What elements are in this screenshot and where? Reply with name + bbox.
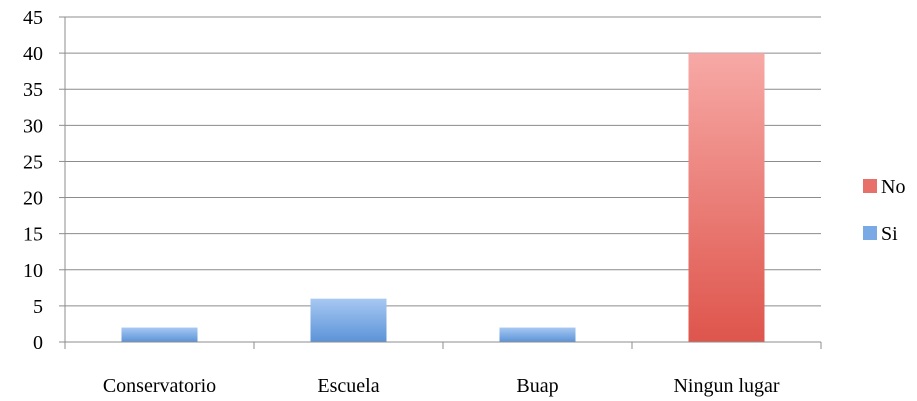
x-axis-tick-labels: Conservatorio Escuela Buap Ningun lugar bbox=[103, 375, 780, 397]
x-tick-label: Conservatorio bbox=[103, 375, 216, 397]
legend-label: Si bbox=[881, 223, 898, 245]
legend-swatch bbox=[863, 179, 877, 193]
gridlines bbox=[65, 16, 821, 307]
bar-no bbox=[688, 53, 765, 342]
axes bbox=[64, 17, 822, 349]
bar-si bbox=[121, 327, 198, 342]
y-tick-label: 25 bbox=[23, 151, 43, 173]
x-tick-label: Ningun lugar bbox=[673, 375, 779, 397]
y-tick-label: 20 bbox=[23, 188, 43, 210]
legend-swatch bbox=[863, 226, 877, 240]
x-tick-label: Escuela bbox=[317, 375, 379, 397]
y-tick-label: 35 bbox=[23, 79, 43, 101]
y-tick-label: 45 bbox=[23, 7, 43, 29]
y-tick-label: 15 bbox=[23, 224, 43, 246]
y-tick-label: 5 bbox=[33, 296, 43, 318]
y-tick-label: 40 bbox=[23, 43, 43, 65]
legend-label: No bbox=[881, 176, 905, 198]
y-tick-label: 30 bbox=[23, 115, 43, 137]
y-tick-label: 0 bbox=[33, 332, 43, 354]
legend: No Si bbox=[863, 176, 905, 245]
y-axis-tick-labels: 0 5 10 15 20 25 30 35 40 45 bbox=[23, 7, 65, 354]
bars bbox=[121, 53, 765, 342]
bar-si bbox=[310, 298, 387, 342]
y-tick-label: 10 bbox=[23, 260, 43, 282]
bar-si bbox=[499, 327, 576, 342]
x-tick-label: Buap bbox=[516, 375, 558, 397]
